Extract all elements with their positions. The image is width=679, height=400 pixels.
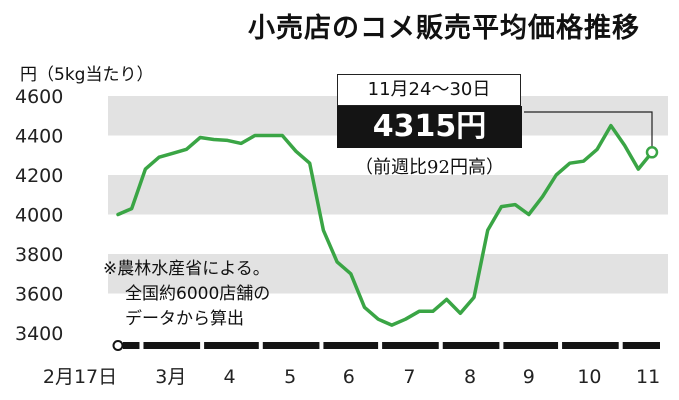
x-axis-segment <box>503 342 559 349</box>
y-tick-label: 4600 <box>15 86 63 108</box>
y-axis-unit-label: 円（5kg当たり） <box>20 65 154 85</box>
latest-point-marker <box>645 146 659 159</box>
x-tick-label: 4 <box>223 366 235 388</box>
y-tick-label: 3400 <box>15 323 63 345</box>
source-note-line-2: 全国約6000店舗の <box>125 284 271 304</box>
source-note-line-1: ※農林水産省による。 <box>103 259 270 279</box>
x-tick-label: 3月 <box>155 366 186 388</box>
x-axis-segment <box>143 342 201 349</box>
grid-band <box>108 175 668 215</box>
x-tick-label: 8 <box>464 366 476 388</box>
x-axis-segment <box>622 342 660 349</box>
x-tick-label: 11 <box>636 366 660 388</box>
y-tick-label: 4400 <box>15 126 63 148</box>
y-tick-label: 3600 <box>15 284 63 306</box>
x-axis-segment <box>382 342 439 349</box>
grid-band <box>108 254 668 294</box>
x-axis-segment <box>442 342 500 349</box>
chart-title: 小売店のコメ販売平均価格推移 <box>248 13 640 44</box>
price-line <box>116 123 654 327</box>
callout-change: （前週比92円高） <box>355 157 504 178</box>
x-tick-label: 9 <box>523 366 535 388</box>
y-tick-label: 4200 <box>15 165 63 187</box>
source-note-line-3: データから算出 <box>125 309 244 329</box>
x-axis-segment <box>323 342 379 349</box>
x-tick-label: 5 <box>284 366 296 388</box>
y-tick-label: 4000 <box>15 205 63 227</box>
y-tick-label: 3800 <box>15 244 63 266</box>
callout-leader <box>524 111 653 148</box>
x-tick-label: 10 <box>577 366 601 388</box>
x-tick-label: 6 <box>343 366 355 388</box>
x-axis-segment <box>262 342 320 349</box>
callout-period: 11月24〜30日 <box>337 74 521 106</box>
x-axis-segment <box>123 342 140 349</box>
x-axis-start-marker <box>112 340 124 351</box>
x-axis-segment <box>562 342 619 349</box>
callout-value: 4315円 <box>337 106 522 148</box>
x-tick-label: 2月17日 <box>43 366 117 388</box>
x-axis-segment <box>204 342 259 349</box>
x-tick-label: 7 <box>403 366 415 388</box>
